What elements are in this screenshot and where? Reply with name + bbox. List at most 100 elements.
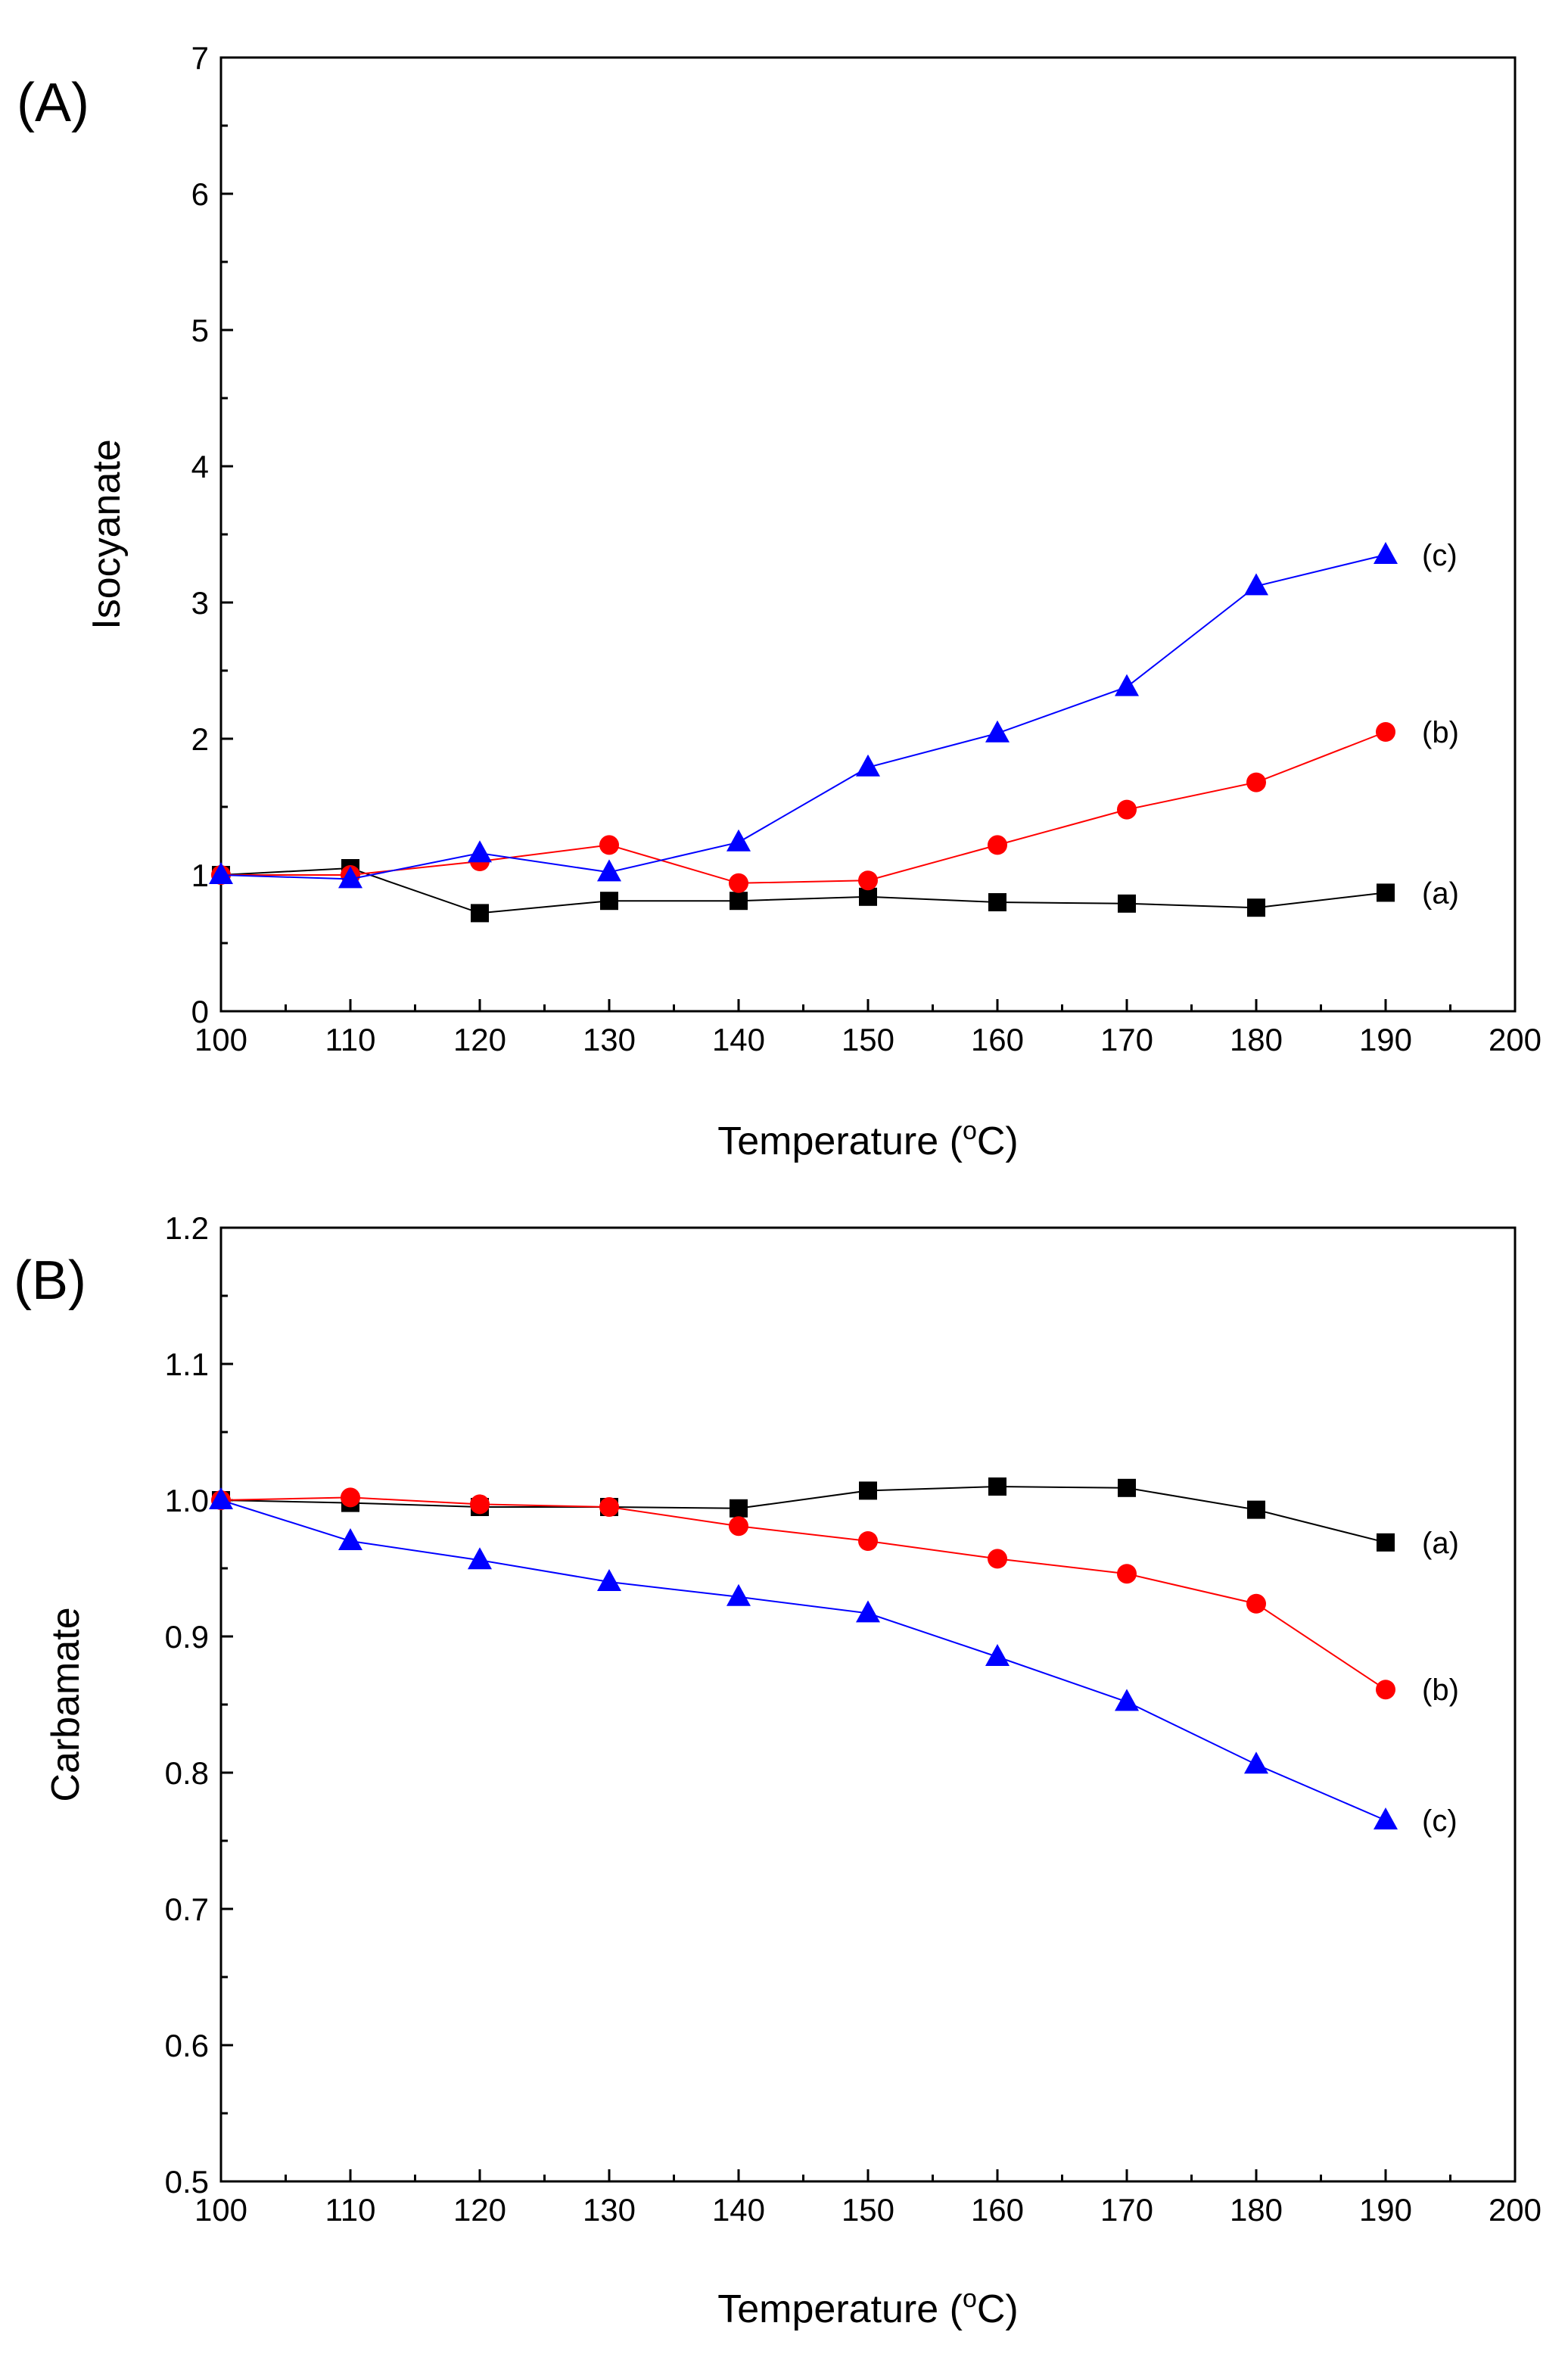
circle-marker <box>1246 772 1266 792</box>
x-axis-title-unit-b: C) <box>977 2287 1019 2331</box>
series-label: (a) <box>1422 876 1459 910</box>
y-tick-label-b: 0.5 <box>165 2164 209 2200</box>
x-tick-label-b: 100 <box>194 2192 247 2228</box>
y-tick-label-b: 0.9 <box>165 1619 209 1655</box>
series-label: (c) <box>1422 539 1458 572</box>
square-marker <box>1118 894 1136 913</box>
triangle-marker <box>1244 1751 1268 1774</box>
y-tick-label-b: 1.0 <box>165 1483 209 1518</box>
circle-marker <box>1246 1593 1266 1614</box>
y-tick-label-b: 0.7 <box>165 1892 209 1927</box>
y-tick-label-a: 0 <box>191 994 209 1029</box>
x-tick-label-a: 160 <box>971 1022 1024 1057</box>
series-line <box>221 731 1386 884</box>
circle-marker <box>988 1549 1007 1569</box>
x-tick-label-b: 120 <box>453 2192 506 2228</box>
x-axis-title-degree-a: o <box>963 1116 977 1145</box>
triangle-marker <box>468 840 492 863</box>
square-marker <box>1377 1533 1395 1552</box>
square-marker <box>730 1499 748 1518</box>
triangle-marker <box>468 1547 492 1570</box>
x-tick-label-a: 190 <box>1359 1022 1412 1057</box>
y-tick-label-a: 1 <box>191 858 209 893</box>
x-tick-label-a: 170 <box>1100 1022 1153 1057</box>
square-marker <box>988 893 1006 911</box>
circle-marker <box>470 1494 490 1515</box>
circle-marker <box>988 835 1007 855</box>
triangle-marker <box>985 1644 1010 1666</box>
series-line <box>220 554 1386 880</box>
series-line <box>220 1485 1386 1543</box>
circle-marker <box>858 870 878 891</box>
square-marker <box>471 904 489 923</box>
series-line <box>220 867 1386 914</box>
panel-label-b: (B) <box>14 1250 86 1311</box>
series-a-2: (b) <box>211 716 1459 893</box>
circle-marker <box>341 1487 360 1508</box>
x-tick-label-b: 130 <box>583 2192 636 2228</box>
plot-frame-b <box>219 1226 1517 2183</box>
x-tick-label-b: 140 <box>712 2192 765 2228</box>
circle-marker <box>729 873 748 893</box>
triangle-marker <box>726 829 751 852</box>
circle-marker <box>858 1531 878 1551</box>
series-line <box>220 1496 1386 1691</box>
triangle-marker <box>856 754 880 777</box>
x-tick-label-b: 110 <box>325 2192 376 2228</box>
triangle-marker <box>209 862 233 884</box>
triangle-marker <box>338 866 362 889</box>
circle-marker <box>1117 799 1137 820</box>
triangle-marker <box>985 720 1010 743</box>
triangle-marker <box>856 1600 880 1623</box>
triangle-marker <box>726 1583 751 1606</box>
axis-ticks-b: 100 110 120 130 140 150 160 170 180 190 200 0.5 0.6 0… <box>165 1210 1542 2228</box>
series-b-3: (c) <box>209 1487 1458 1838</box>
circle-marker <box>1376 722 1395 742</box>
triangle-marker <box>597 859 621 882</box>
square-marker <box>730 892 748 911</box>
square-marker <box>1118 1478 1136 1497</box>
square-marker <box>1247 898 1265 917</box>
x-tick-label-b: 150 <box>842 2192 894 2228</box>
x-tick-label-b: 200 <box>1489 2192 1542 2228</box>
circle-marker <box>599 835 619 855</box>
panel-b: (B) 100 110 120 130 140 150 160 170 180 190 200 0.5… <box>14 1210 1542 2331</box>
square-marker <box>988 1477 1006 1496</box>
x-axis-title-unit-a: C) <box>977 1119 1019 1163</box>
square-marker <box>859 1481 877 1500</box>
square-marker <box>1377 883 1395 902</box>
x-tick-label-b: 190 <box>1359 2192 1412 2228</box>
triangle-marker <box>209 1487 233 1509</box>
square-marker <box>859 887 877 906</box>
circle-marker <box>1117 1564 1137 1584</box>
series-layer-a: (a) (b) (c) <box>209 539 1459 923</box>
y-tick-label-b: 1.1 <box>165 1347 209 1382</box>
x-tick-label-a: 110 <box>325 1022 376 1057</box>
x-tick-label-b: 170 <box>1100 2192 1153 2228</box>
series-a-1: (a) <box>212 859 1459 923</box>
y-tick-label-a: 5 <box>191 313 209 348</box>
square-marker <box>1247 1500 1265 1519</box>
x-tick-label-b: 180 <box>1230 2192 1283 2228</box>
y-tick-label-a: 7 <box>191 40 209 76</box>
square-marker <box>600 892 618 911</box>
series-a-3: (c) <box>209 539 1458 889</box>
triangle-marker <box>1115 1689 1139 1711</box>
y-axis-title-b: Carbamate <box>44 1607 88 1801</box>
triangle-marker <box>1115 674 1139 696</box>
y-tick-label-a: 6 <box>191 176 209 212</box>
series-line <box>220 1499 1386 1821</box>
circle-marker <box>599 1497 619 1517</box>
series-label: (b) <box>1422 716 1459 749</box>
x-axis-title-degree-b: o <box>963 2284 977 2313</box>
axis-ticks-a: 100 110 120 130 140 150 160 170 180 190 200 0 1 2 3 4 5 6… <box>191 40 1542 1057</box>
y-tick-label-a: 4 <box>191 449 209 484</box>
y-tick-label-a: 2 <box>191 721 209 757</box>
circle-marker <box>729 1516 748 1537</box>
series-layer-b: (a) (b) (c) <box>209 1477 1459 1838</box>
x-axis-title-a: Temperature (oC) <box>717 1116 1018 1163</box>
triangle-marker <box>1374 1807 1398 1829</box>
x-tick-label-a: 200 <box>1489 1022 1542 1057</box>
x-tick-label-a: 130 <box>583 1022 636 1057</box>
